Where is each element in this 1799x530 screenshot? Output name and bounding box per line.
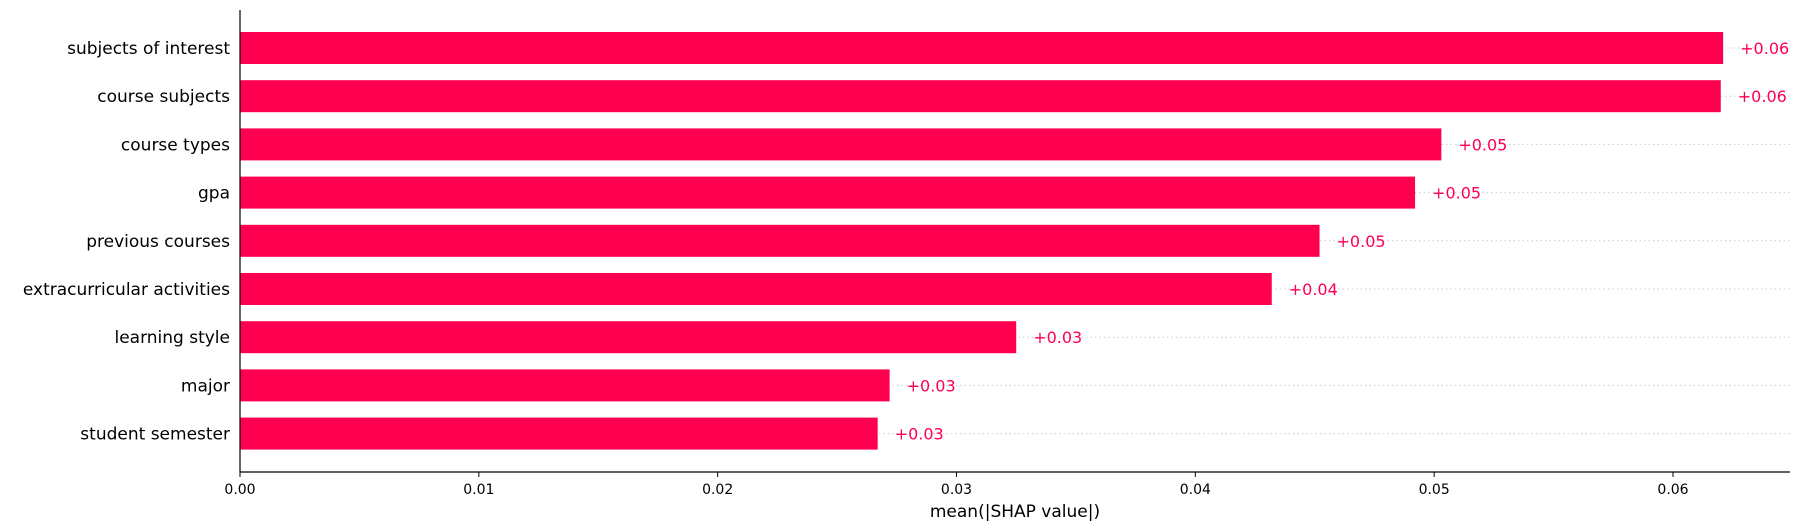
category-label: previous courses	[86, 232, 230, 252]
bar-value-label: +0.05	[1337, 232, 1386, 251]
category-label: learning style	[114, 328, 230, 348]
bars	[240, 32, 1724, 450]
bar-value-label: +0.03	[895, 425, 944, 444]
x-tick-label: 0.04	[1180, 482, 1211, 498]
bar	[240, 273, 1272, 305]
x-tick-label: 0.03	[941, 482, 972, 498]
category-label: extracurricular activities	[23, 280, 230, 300]
bar-value-label: +0.06	[1740, 39, 1789, 58]
x-tick-label: 0.01	[463, 482, 494, 498]
bar-value-label: +0.05	[1458, 135, 1507, 154]
bar-value-label: +0.03	[1033, 328, 1082, 347]
x-tick-label: 0.00	[224, 482, 255, 498]
category-labels: subjects of interest course subjects cours…	[23, 39, 230, 445]
bar-value-label: +0.04	[1289, 280, 1338, 299]
x-ticks: 0.00 0.01 0.02 0.03 0.04 0.05 0.06	[224, 472, 1689, 498]
x-axis-title: mean(|SHAP value|)	[930, 502, 1100, 522]
bar-value-label: +0.05	[1432, 184, 1481, 203]
x-tick-label: 0.02	[702, 482, 733, 498]
axes	[239, 10, 1790, 473]
category-label: gpa	[198, 184, 230, 204]
bar-value-label: +0.03	[907, 376, 956, 395]
bar	[240, 128, 1442, 161]
category-label: student semester	[80, 425, 230, 445]
category-label: subjects of interest	[67, 39, 230, 59]
bar	[240, 369, 890, 402]
bar	[240, 176, 1416, 209]
bar	[240, 321, 1017, 354]
bar	[240, 80, 1721, 113]
x-tick-label: 0.06	[1657, 482, 1688, 498]
category-label: course subjects	[97, 87, 230, 107]
bar	[240, 224, 1320, 257]
x-tick-label: 0.05	[1419, 482, 1450, 498]
bar	[240, 417, 878, 450]
bar-value-label: +0.06	[1738, 87, 1787, 106]
category-label: course types	[121, 135, 230, 155]
value-labels: +0.06 +0.06 +0.05 +0.05 +0.05 +0.04 +0.03 +0.03…	[895, 39, 1790, 444]
category-label: major	[181, 376, 230, 396]
bar	[240, 32, 1724, 64]
